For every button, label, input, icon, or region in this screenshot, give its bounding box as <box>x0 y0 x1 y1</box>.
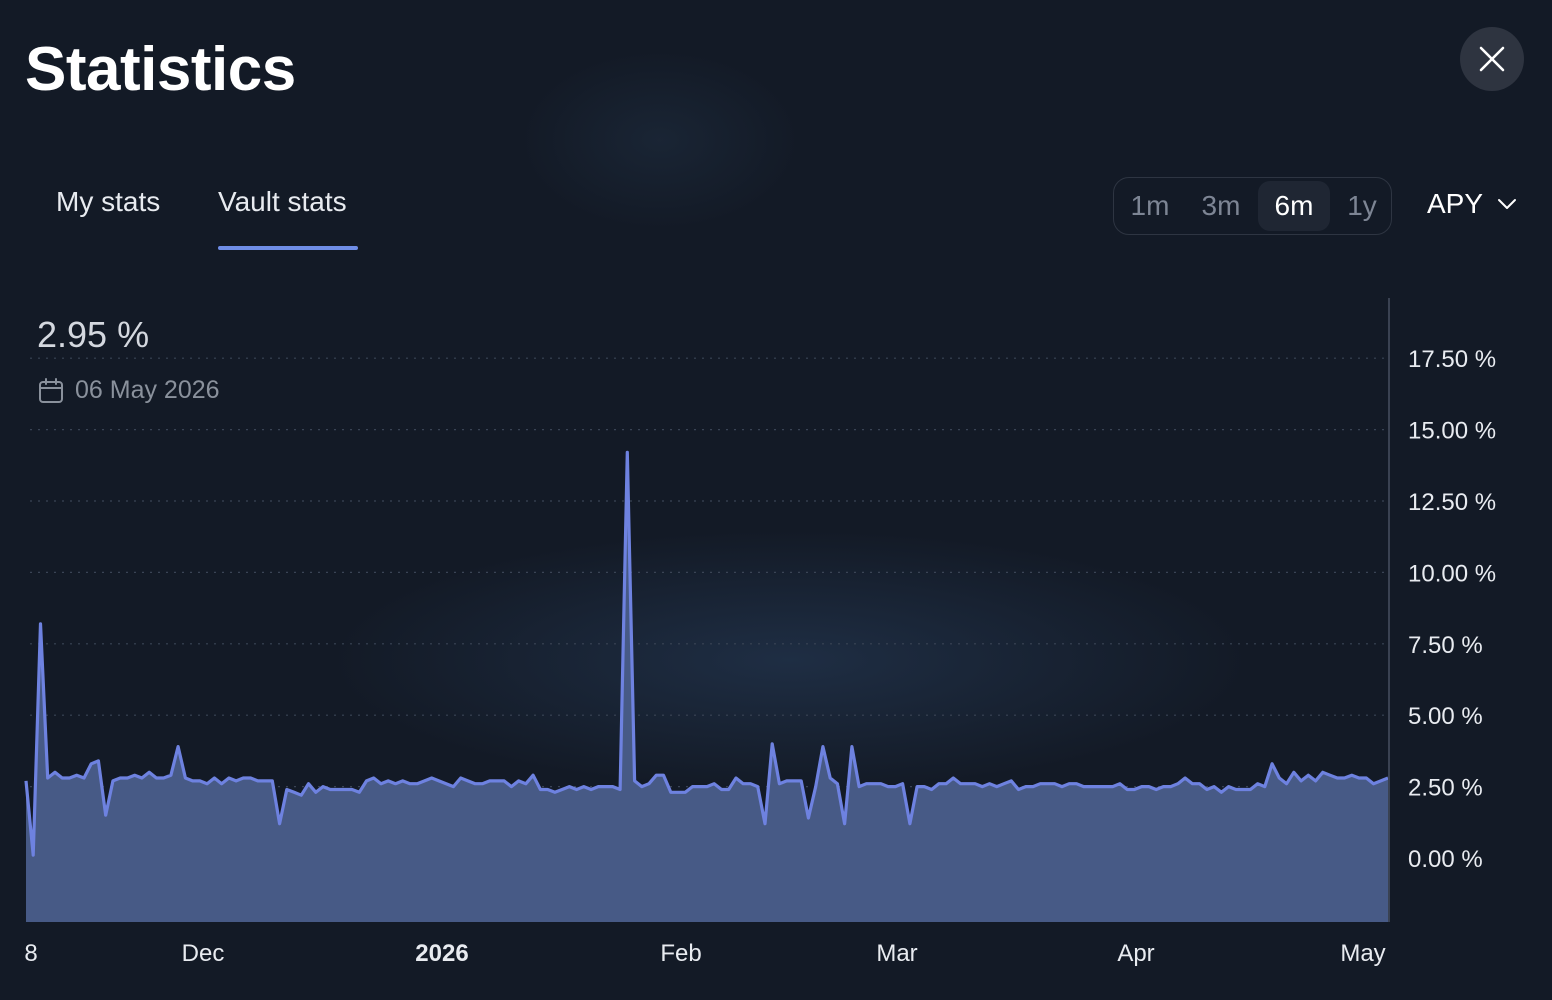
y-tick-label: 5.00 % <box>1408 703 1483 730</box>
range-3m-button[interactable]: 3m <box>1201 190 1241 221</box>
area-fill <box>26 452 1388 922</box>
page-title: Statistics <box>25 35 296 104</box>
x-tick-label: Dec <box>182 940 225 967</box>
y-tick-label: 2.50 % <box>1408 775 1483 802</box>
close-button[interactable] <box>1460 27 1524 91</box>
x-tick-label: 8 <box>24 940 37 967</box>
y-tick-label: 10.00 % <box>1408 560 1496 587</box>
metric-dropdown[interactable]: APY <box>1427 188 1517 220</box>
active-tab-indicator <box>218 246 358 250</box>
range-1y-button[interactable]: 1y <box>1347 190 1377 221</box>
hover-date-row: 06 May 2026 <box>37 376 220 405</box>
x-tick-label: Apr <box>1117 940 1154 967</box>
y-tick-label: 0.00 % <box>1408 846 1483 873</box>
y-tick-label: 7.50 % <box>1408 632 1483 659</box>
apy-line <box>24 450 1389 857</box>
time-range-selector: 1m 3m 6m 1y <box>1113 177 1392 235</box>
tab-my-stats[interactable]: My stats <box>56 186 161 217</box>
calendar-icon <box>39 377 63 403</box>
hover-value: 2.95 % <box>37 314 150 355</box>
y-tick-label: 17.50 % <box>1408 346 1496 373</box>
x-tick-label: 2026 <box>415 940 468 967</box>
range-6m-button[interactable]: 6m <box>1258 181 1330 231</box>
x-tick-label: Feb <box>660 940 701 967</box>
x-tick-label: May <box>1340 940 1385 967</box>
chevron-down-icon <box>1498 199 1517 209</box>
close-icon <box>1479 46 1505 72</box>
metric-dropdown-label: APY <box>1427 188 1484 219</box>
range-1m-button[interactable]: 1m <box>1130 190 1170 221</box>
y-tick-label: 12.50 % <box>1408 489 1496 516</box>
tab-vault-stats[interactable]: Vault stats <box>218 186 347 217</box>
x-tick-label: Mar <box>876 940 917 967</box>
y-tick-label: 15.00 % <box>1408 418 1496 445</box>
hover-date: 06 May 2026 <box>75 376 220 404</box>
